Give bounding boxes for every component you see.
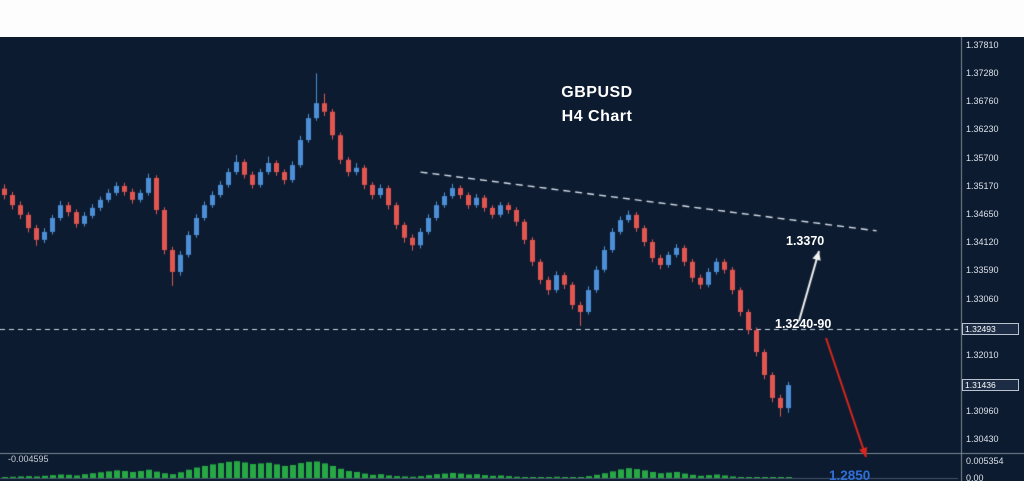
indicator-value-label: -0.004595 [8,454,49,464]
level-price-tag: 1.32493 [962,322,1019,335]
chart-title: GBPUSD H4 Chart [517,81,677,129]
price-axis-label: 1.37810 [966,40,999,50]
price-axis-label: 1.37280 [966,68,999,79]
chart-symbol-label: GBPUSD [561,84,633,101]
chart-timeframe-label: H4 Chart [561,108,633,125]
price-axis-label: 1.30960 [966,405,999,416]
price-axis-label: 1.32010 [966,349,999,360]
target-price-label: 1.2850 [829,468,871,483]
page-top-whitespace [0,0,1024,37]
price-axis-label: 1.33590 [966,265,999,276]
price-axis-label: 1.36760 [966,96,999,107]
indicator-axis-label: 0.005354 [966,456,1004,466]
price-axis-label: 1.35700 [966,152,999,163]
resistance-price-label: 1.3370 [786,234,825,248]
current-price-tag: 1.31436 [962,379,1019,392]
trading-chart: GBPUSD H4 Chart 1.3370 1.3240-90 1.2850 … [0,37,1024,483]
price-axis-label: 1.33060 [966,293,999,304]
price-axis-label: 1.34650 [966,208,999,219]
price-axis-label: 1.30430 [966,434,999,445]
breakout-zone-label: 1.3240-90 [775,317,832,331]
price-axis-label: 1.35170 [966,180,999,191]
price-axis-label: 1.36230 [966,124,999,135]
candlestick-chart-canvas[interactable] [0,37,1024,481]
indicator-axis-label: 0.00 [966,473,984,483]
price-axis-label: 1.34120 [966,237,999,248]
